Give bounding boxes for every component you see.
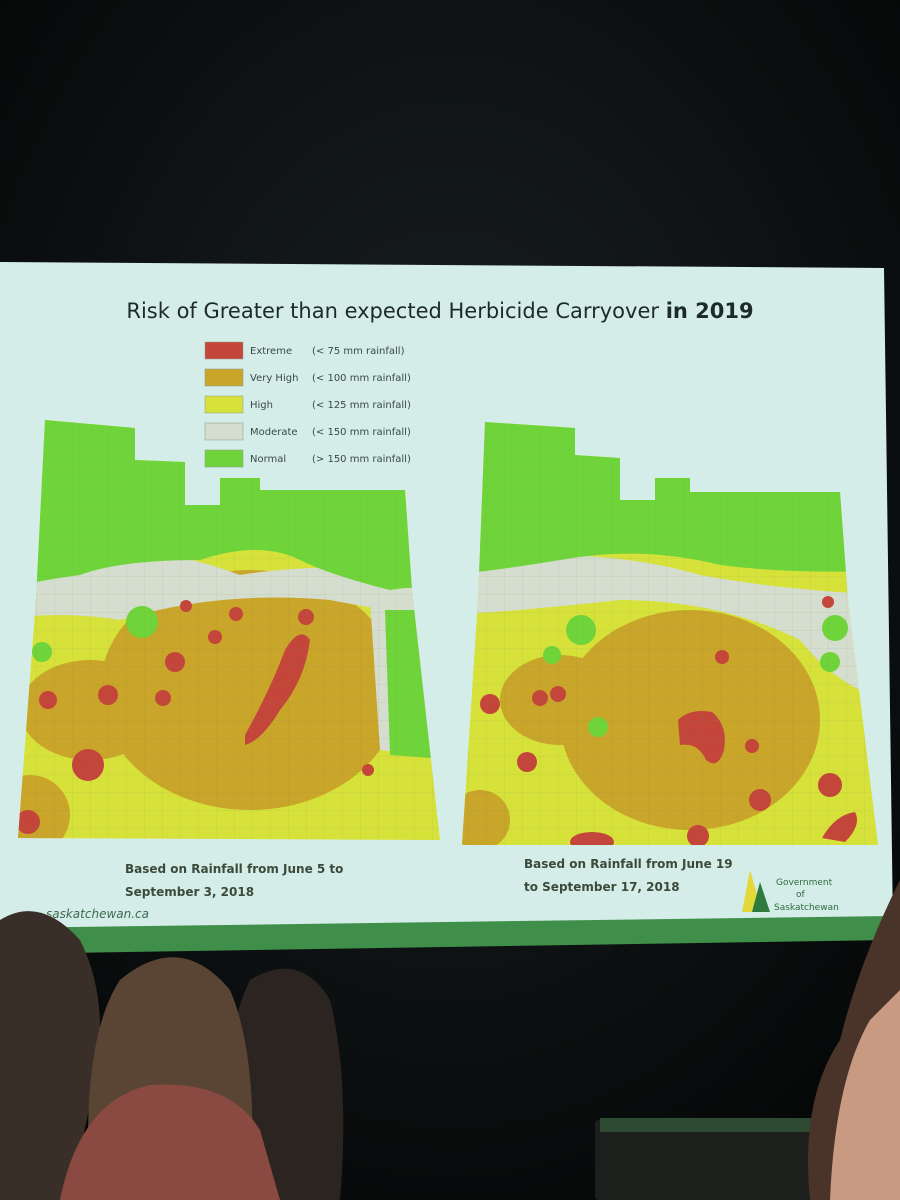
head [0,911,100,1200]
legend-label: Normal [250,454,286,465]
projector-top [600,1118,820,1132]
legend-range: (> 150 mm rainfall) [312,454,411,465]
projector [595,1120,825,1200]
logo-mark [752,882,770,912]
map-caption: September 3, 2018 [125,885,254,899]
legend-range: (< 100 mm rainfall) [312,373,411,384]
shoulders [60,1084,280,1200]
map-caption: Based on Rainfall from June 19 [524,857,733,871]
legend-range: (< 125 mm rainfall) [312,400,411,411]
legend-label: High [250,400,273,411]
legend-swatch [204,449,244,468]
township-grid [462,422,878,845]
face [830,990,900,1200]
logo-text: Government [776,878,833,888]
slide-title: Risk of Greater than expected Herbicide … [126,299,753,323]
legend-label: Very High [250,373,298,384]
legend-swatch [204,368,244,387]
title-text: Risk of Greater than expected Herbicide … [126,299,659,323]
map-left [18,420,440,840]
website: saskatchewan.ca [46,907,149,921]
map-caption: Based on Rainfall from June 5 to [125,862,343,876]
title-emphasis: in 2019 [666,299,754,323]
slide-footer-bar [0,916,893,954]
audience [0,880,900,1200]
government-logo: Government of Saskatchewan [742,870,839,913]
township-grid [18,420,440,840]
legend-range: (< 150 mm rainfall) [312,427,411,438]
legend-label: Moderate [250,427,298,438]
legend: Extreme (< 75 mm rainfall) Very High (< 100… [204,341,411,468]
legend-label: Extreme [250,346,292,357]
legend-range: (< 75 mm rainfall) [312,346,405,357]
logo-text: Saskatchewan [774,903,839,913]
legend-swatch [204,395,244,414]
map-caption: to September 17, 2018 [524,880,680,894]
legend-swatch [204,422,244,441]
logo-text: of [796,890,806,900]
legend-swatch [204,341,244,360]
